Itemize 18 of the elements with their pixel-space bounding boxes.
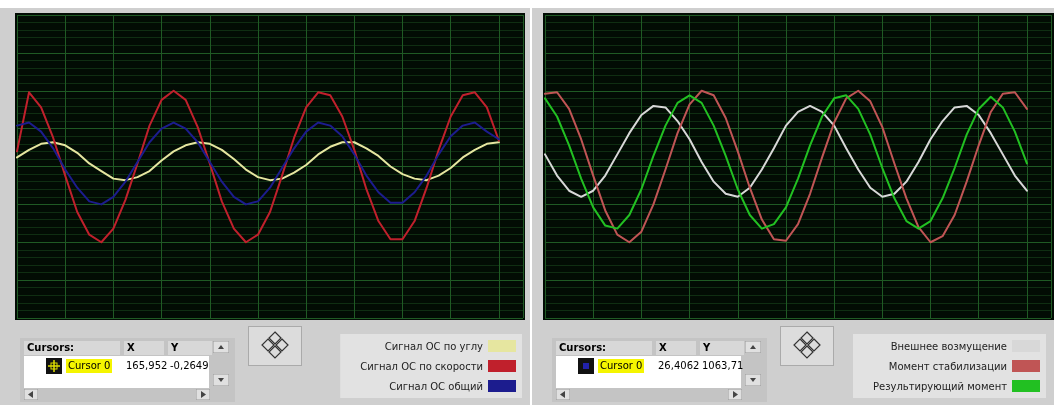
legend-label: Внешнее возмущение [890,340,1007,352]
text: 165,952 [126,359,168,373]
text: -0,2649 [170,359,209,373]
text: Cursors: [24,341,120,355]
text: Y [168,341,212,355]
text: Y [700,341,744,355]
text: X [124,341,164,355]
text: Cursor 0 [66,359,113,373]
legend-label: Сигнал ОС по скорости [360,360,483,372]
legend-label: Момент стабилизации [888,360,1007,372]
legend-label: Сигнал ОС по углу [384,340,484,352]
legend-label: Результирующий момент [872,380,1008,392]
text: Cursors: [556,341,652,355]
text: 1063,71 [702,359,744,373]
text: Cursor 0 [598,359,645,373]
text: 26,4062 [658,359,700,373]
legend-label: Сигнал ОС общий [389,380,483,392]
text: X [656,341,696,355]
